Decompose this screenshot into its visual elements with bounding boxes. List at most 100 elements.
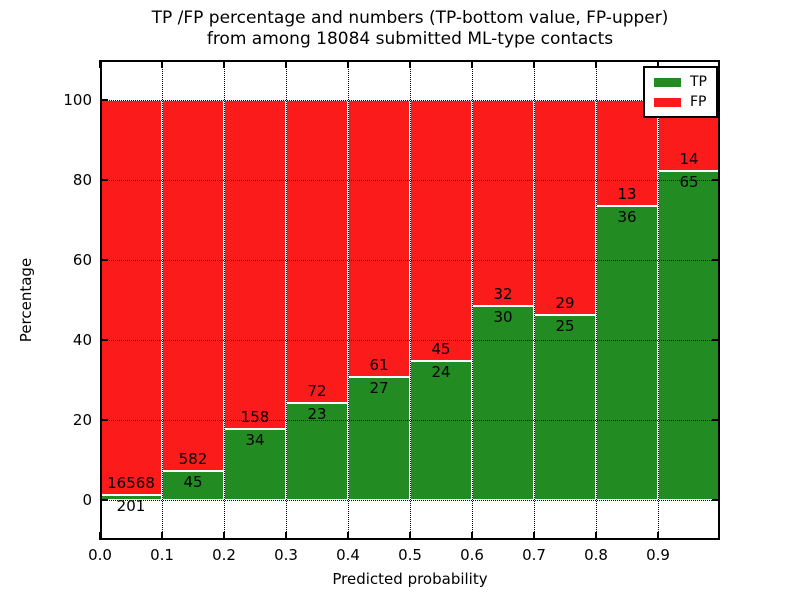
tp-count-label: 27 bbox=[369, 379, 389, 398]
spine-right bbox=[718, 60, 720, 540]
y-tick-mark-right bbox=[712, 499, 720, 501]
grid-line-horizontal bbox=[100, 419, 720, 421]
legend-entry: FP bbox=[654, 92, 707, 112]
x-tick-mark-bottom bbox=[533, 532, 535, 540]
tp-count-label: 65 bbox=[679, 172, 699, 191]
x-tick-label: 0.6 bbox=[460, 546, 484, 564]
tp-count-label: 25 bbox=[555, 316, 575, 335]
x-tick-label: 0.1 bbox=[150, 546, 174, 564]
fp-count-label: 13 bbox=[617, 185, 637, 204]
y-tick-label: 60 bbox=[72, 251, 92, 269]
x-tick-mark-top bbox=[161, 60, 163, 68]
y-tick-label: 80 bbox=[72, 171, 92, 189]
fp-count-label: 45 bbox=[431, 339, 451, 358]
tp-bar-segment bbox=[534, 314, 596, 500]
chart-title-line1: TP /FP percentage and numbers (TP-bottom… bbox=[151, 8, 669, 28]
fp-bar-segment bbox=[410, 100, 472, 361]
x-tick-mark-bottom bbox=[657, 532, 659, 540]
x-tick-label: 0.3 bbox=[274, 546, 298, 564]
chart-title-line2: from among 18084 submitted ML-type conta… bbox=[206, 29, 614, 49]
legend-entry: TP bbox=[654, 72, 707, 92]
y-tick-mark-left bbox=[100, 99, 108, 101]
y-tick-mark-left bbox=[100, 339, 108, 341]
x-tick-mark-bottom bbox=[409, 532, 411, 540]
fp-count-label: 61 bbox=[369, 356, 389, 375]
legend-label: TP bbox=[690, 74, 707, 90]
tp-bar-segment bbox=[410, 360, 472, 500]
y-tick-mark-left bbox=[100, 419, 108, 421]
grid-line-vertical bbox=[223, 60, 225, 540]
x-tick-mark-top bbox=[595, 60, 597, 68]
tp-bar-segment bbox=[658, 170, 720, 500]
tp-count-label: 36 bbox=[617, 208, 637, 227]
x-tick-label: 0.4 bbox=[336, 546, 360, 564]
x-tick-mark-top bbox=[409, 60, 411, 68]
x-tick-mark-top bbox=[533, 60, 535, 68]
fp-count-label: 582 bbox=[178, 450, 208, 469]
legend-swatch-tp-icon bbox=[654, 77, 681, 87]
spine-top bbox=[100, 60, 720, 62]
x-tick-label: 0.8 bbox=[584, 546, 608, 564]
y-tick-label: 100 bbox=[63, 91, 92, 109]
y-tick-mark-right bbox=[712, 259, 720, 261]
grid-line-vertical bbox=[409, 60, 411, 540]
fp-bar-segment bbox=[100, 100, 162, 496]
x-tick-label: 0.5 bbox=[398, 546, 422, 564]
x-tick-mark-bottom bbox=[471, 532, 473, 540]
fp-bar-segment bbox=[534, 100, 596, 315]
grid-line-horizontal bbox=[100, 499, 720, 501]
fp-bar-segment bbox=[224, 100, 286, 430]
x-tick-mark-top bbox=[471, 60, 473, 68]
x-tick-label: 0.0 bbox=[88, 546, 112, 564]
tp-bar-segment bbox=[472, 306, 534, 500]
grid-line-horizontal bbox=[100, 99, 720, 101]
tp-count-label: 201 bbox=[116, 497, 146, 516]
tp-bar-segment bbox=[224, 429, 286, 500]
y-tick-mark-left bbox=[100, 259, 108, 261]
grid-line-vertical bbox=[533, 60, 535, 540]
fp-count-label: 158 bbox=[240, 408, 270, 427]
x-tick-mark-top bbox=[657, 60, 659, 68]
plot-area: 16568 201 582 45 158 34 72 23 61 27 45 24 32 30 29 25 13… bbox=[99, 60, 720, 540]
grid-line-vertical bbox=[161, 60, 163, 540]
grid-line-vertical bbox=[657, 60, 659, 540]
x-tick-label: 0.7 bbox=[522, 546, 546, 564]
tp-count-label: 23 bbox=[307, 405, 327, 424]
x-tick-mark-top bbox=[285, 60, 287, 68]
x-tick-mark-bottom bbox=[347, 532, 349, 540]
grid-line-vertical bbox=[595, 60, 597, 540]
grid-line-horizontal bbox=[100, 179, 720, 181]
fp-bar-segment bbox=[348, 100, 410, 378]
y-tick-mark-right bbox=[712, 339, 720, 341]
fp-count-label: 72 bbox=[307, 382, 327, 401]
y-tick-label: 0 bbox=[82, 491, 92, 509]
fp-bar-segment bbox=[472, 100, 534, 307]
legend: TP FP bbox=[643, 66, 718, 118]
tp-count-label: 45 bbox=[183, 473, 203, 492]
y-tick-label: 40 bbox=[72, 331, 92, 349]
x-tick-label: 0.9 bbox=[646, 546, 670, 564]
y-tick-mark-right bbox=[712, 179, 720, 181]
y-tick-mark-left bbox=[100, 179, 108, 181]
y-axis-label: Percentage bbox=[17, 257, 35, 343]
x-tick-label: 0.2 bbox=[212, 546, 236, 564]
tp-count-label: 34 bbox=[245, 431, 265, 450]
x-tick-mark-top bbox=[347, 60, 349, 68]
x-axis-label: Predicted probability bbox=[332, 570, 488, 588]
x-tick-mark-bottom bbox=[161, 532, 163, 540]
x-tick-mark-bottom bbox=[223, 532, 225, 540]
x-tick-mark-bottom bbox=[285, 532, 287, 540]
y-tick-label: 20 bbox=[72, 411, 92, 429]
spine-left bbox=[100, 60, 102, 540]
grid-line-horizontal bbox=[100, 339, 720, 341]
fp-count-label: 14 bbox=[679, 149, 699, 168]
fp-bar-segment bbox=[162, 100, 224, 472]
legend-swatch-fp-icon bbox=[654, 97, 681, 107]
x-tick-mark-top bbox=[223, 60, 225, 68]
fp-count-label: 32 bbox=[493, 285, 513, 304]
tp-count-label: 24 bbox=[431, 362, 451, 381]
grid-line-vertical bbox=[471, 60, 473, 540]
grid-line-horizontal bbox=[100, 259, 720, 261]
tp-bar-segment bbox=[596, 206, 658, 500]
legend-label: FP bbox=[690, 94, 707, 110]
